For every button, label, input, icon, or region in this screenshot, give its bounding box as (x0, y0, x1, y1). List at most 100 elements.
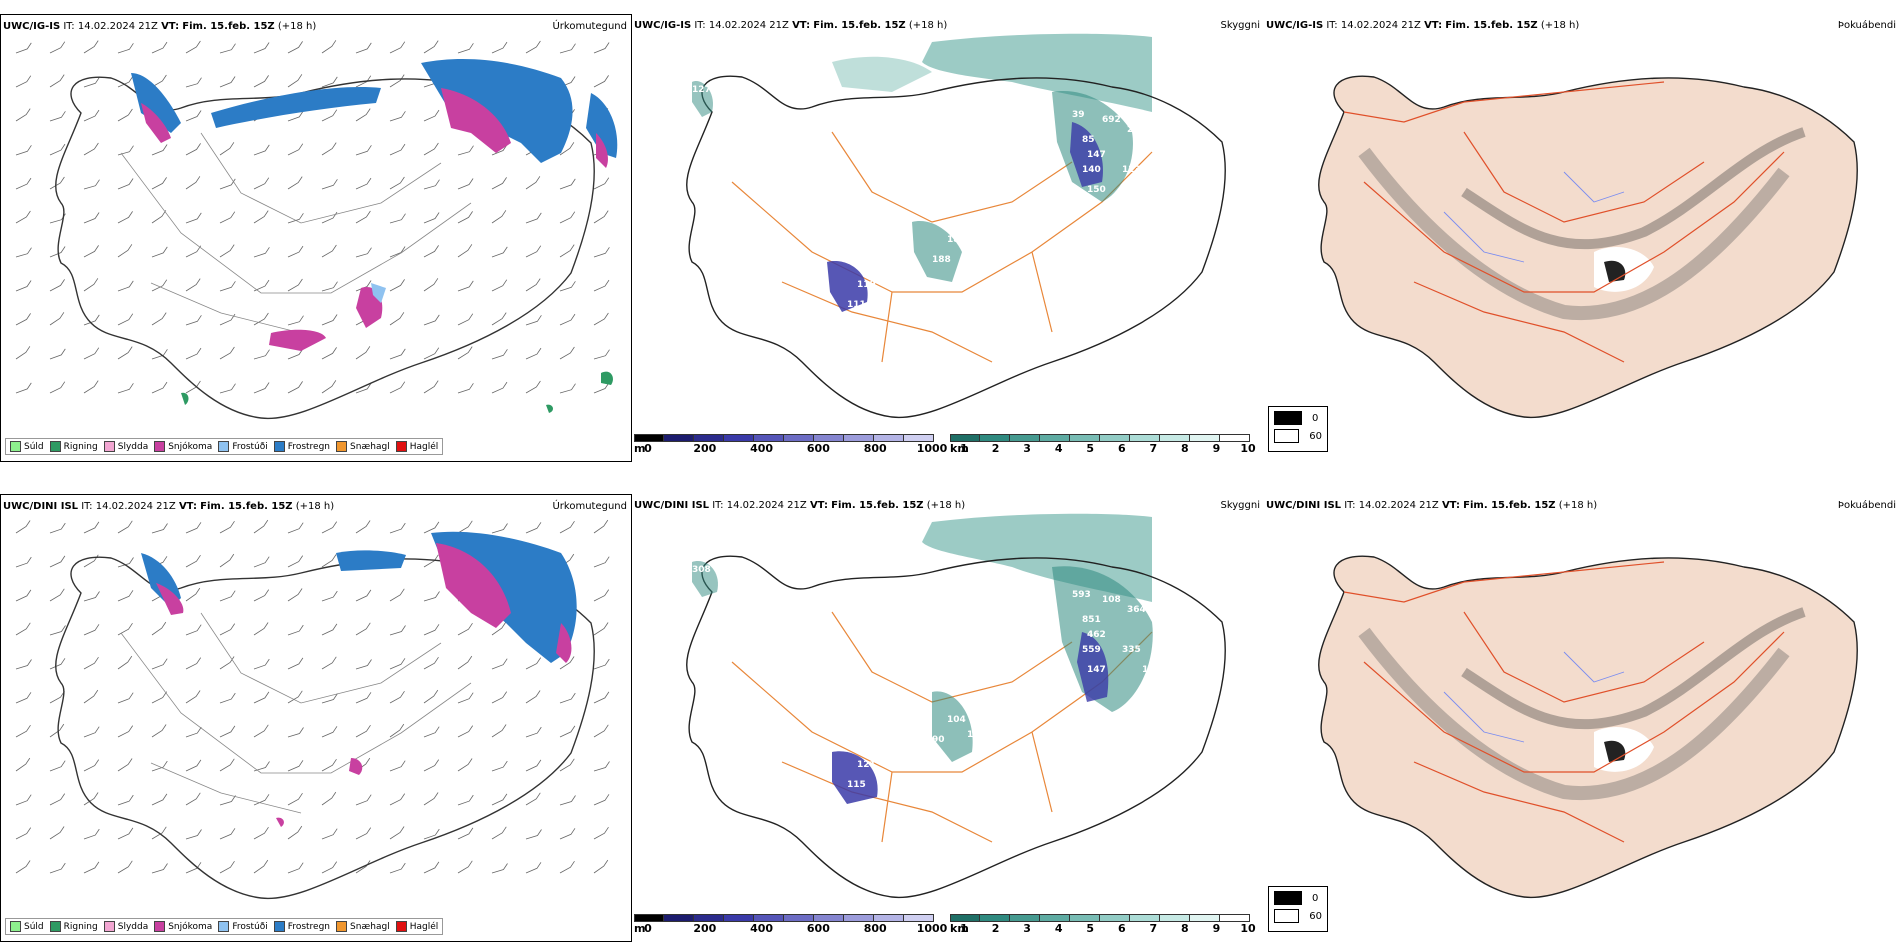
scale-tick-label: 2 (991, 922, 1000, 935)
scale-tick-label: 3 (1023, 922, 1031, 935)
wind-barb (491, 658, 508, 670)
scale-segment (814, 434, 844, 442)
visibility-label: 462 (1087, 630, 1106, 640)
wind-barb (49, 522, 66, 534)
wind-barb (151, 144, 168, 156)
wind-barb (457, 725, 474, 738)
wind-barb (219, 142, 235, 156)
wind-barb (389, 690, 405, 704)
wind-barb (457, 145, 474, 156)
wind-barb (15, 724, 31, 738)
wind-barb (253, 761, 270, 772)
scale-segment (904, 434, 934, 442)
panel-header: UWC/IG-IS IT: 14.02.2024 21Z VT: Fim. 15… (634, 20, 948, 31)
scale-segment (814, 914, 844, 922)
wind-barb (389, 143, 406, 156)
wind-barb (83, 624, 100, 636)
visibility-label: 364 (1127, 605, 1146, 615)
scale-segment (784, 434, 814, 442)
wind-barb (83, 656, 99, 670)
wind-barb (457, 758, 473, 772)
wind-barb (185, 176, 201, 190)
wind-barb (491, 41, 508, 54)
legend-item-slydda: Slydda (103, 921, 148, 932)
scale-segment (1190, 434, 1220, 442)
scale-unit: km (950, 442, 969, 455)
scale-segment (950, 914, 980, 922)
wind-barb (117, 43, 134, 54)
wind-barb (389, 793, 406, 806)
wind-barb (49, 348, 66, 360)
wind-barb (423, 40, 439, 54)
wind-barb (49, 312, 65, 326)
wind-barb (151, 312, 167, 326)
wind-barb (185, 657, 202, 670)
wind-barb (593, 724, 609, 738)
wind-barb (355, 692, 372, 704)
wind-barb (253, 691, 270, 704)
scale-segment (634, 434, 664, 442)
scale-tick-label: 0 (644, 922, 652, 935)
wind-barb (15, 556, 32, 568)
wind-barb (423, 759, 440, 772)
fog-indicator-legend: 0 60 (1268, 406, 1328, 452)
wind-barb (49, 279, 65, 292)
scale-segment (1130, 914, 1160, 922)
wind-barb (423, 245, 439, 258)
wind-barb (355, 280, 372, 292)
wind-barb (49, 246, 66, 258)
wind-barb (15, 860, 31, 874)
wind-barb (423, 347, 440, 360)
wind-barb (593, 589, 610, 602)
wind-barb (83, 314, 100, 326)
wind-barb (559, 725, 576, 738)
wind-barb (593, 658, 610, 670)
wind-barb (49, 625, 66, 636)
wind-barb (15, 42, 32, 54)
wind-barb (15, 210, 31, 224)
visibility-label: 558 (767, 805, 786, 815)
wind-barb (117, 758, 133, 772)
wind-barb (559, 211, 576, 224)
wind-barb (559, 178, 576, 190)
wind-barb (559, 43, 576, 54)
wind-barb (151, 246, 168, 258)
wind-barb (593, 556, 610, 568)
wind-barb (83, 40, 99, 54)
visibility-label: 90 (932, 735, 945, 745)
wind-barb (83, 521, 100, 534)
scale-tick-label: 200 (693, 922, 717, 935)
wind-barb (253, 42, 270, 54)
wind-barb (525, 176, 541, 190)
wind-barb (83, 142, 99, 156)
visibility-label: 559 (1082, 645, 1101, 655)
wind-barb (389, 862, 406, 874)
wind-barb (491, 349, 508, 360)
wind-barb (525, 315, 542, 326)
wind-barb (389, 213, 406, 224)
scale-tick-label: 9 (1212, 442, 1221, 455)
wind-barb (253, 312, 269, 326)
wind-barb (49, 826, 65, 840)
legend-item-rigning: Rigning (49, 921, 98, 932)
visibility-label: 150 (1087, 185, 1106, 195)
wind-barb (321, 656, 337, 670)
visibility-label: 121 (857, 760, 876, 770)
wind-barb (185, 212, 202, 224)
visibility-panel-row2: UWC/DINI ISL IT: 14.02.2024 21Z VT: Fim.… (632, 494, 1264, 942)
wind-barb (15, 382, 32, 394)
wind-barb (219, 211, 236, 224)
scale-tick-label: 10 (1240, 922, 1256, 935)
wind-barb (219, 860, 235, 874)
wind-barb (151, 41, 168, 54)
wind-barb (593, 519, 609, 534)
scale-tick-label: 800 (863, 442, 887, 455)
wind-barb (423, 109, 440, 122)
scale-segment (664, 434, 694, 442)
wind-barb (117, 108, 133, 122)
scale-unit: km (950, 922, 969, 935)
scale-tick-label: 8 (1181, 922, 1189, 935)
wind-barb (15, 794, 32, 806)
wind-barb (355, 346, 371, 360)
wind-barb (355, 724, 371, 738)
